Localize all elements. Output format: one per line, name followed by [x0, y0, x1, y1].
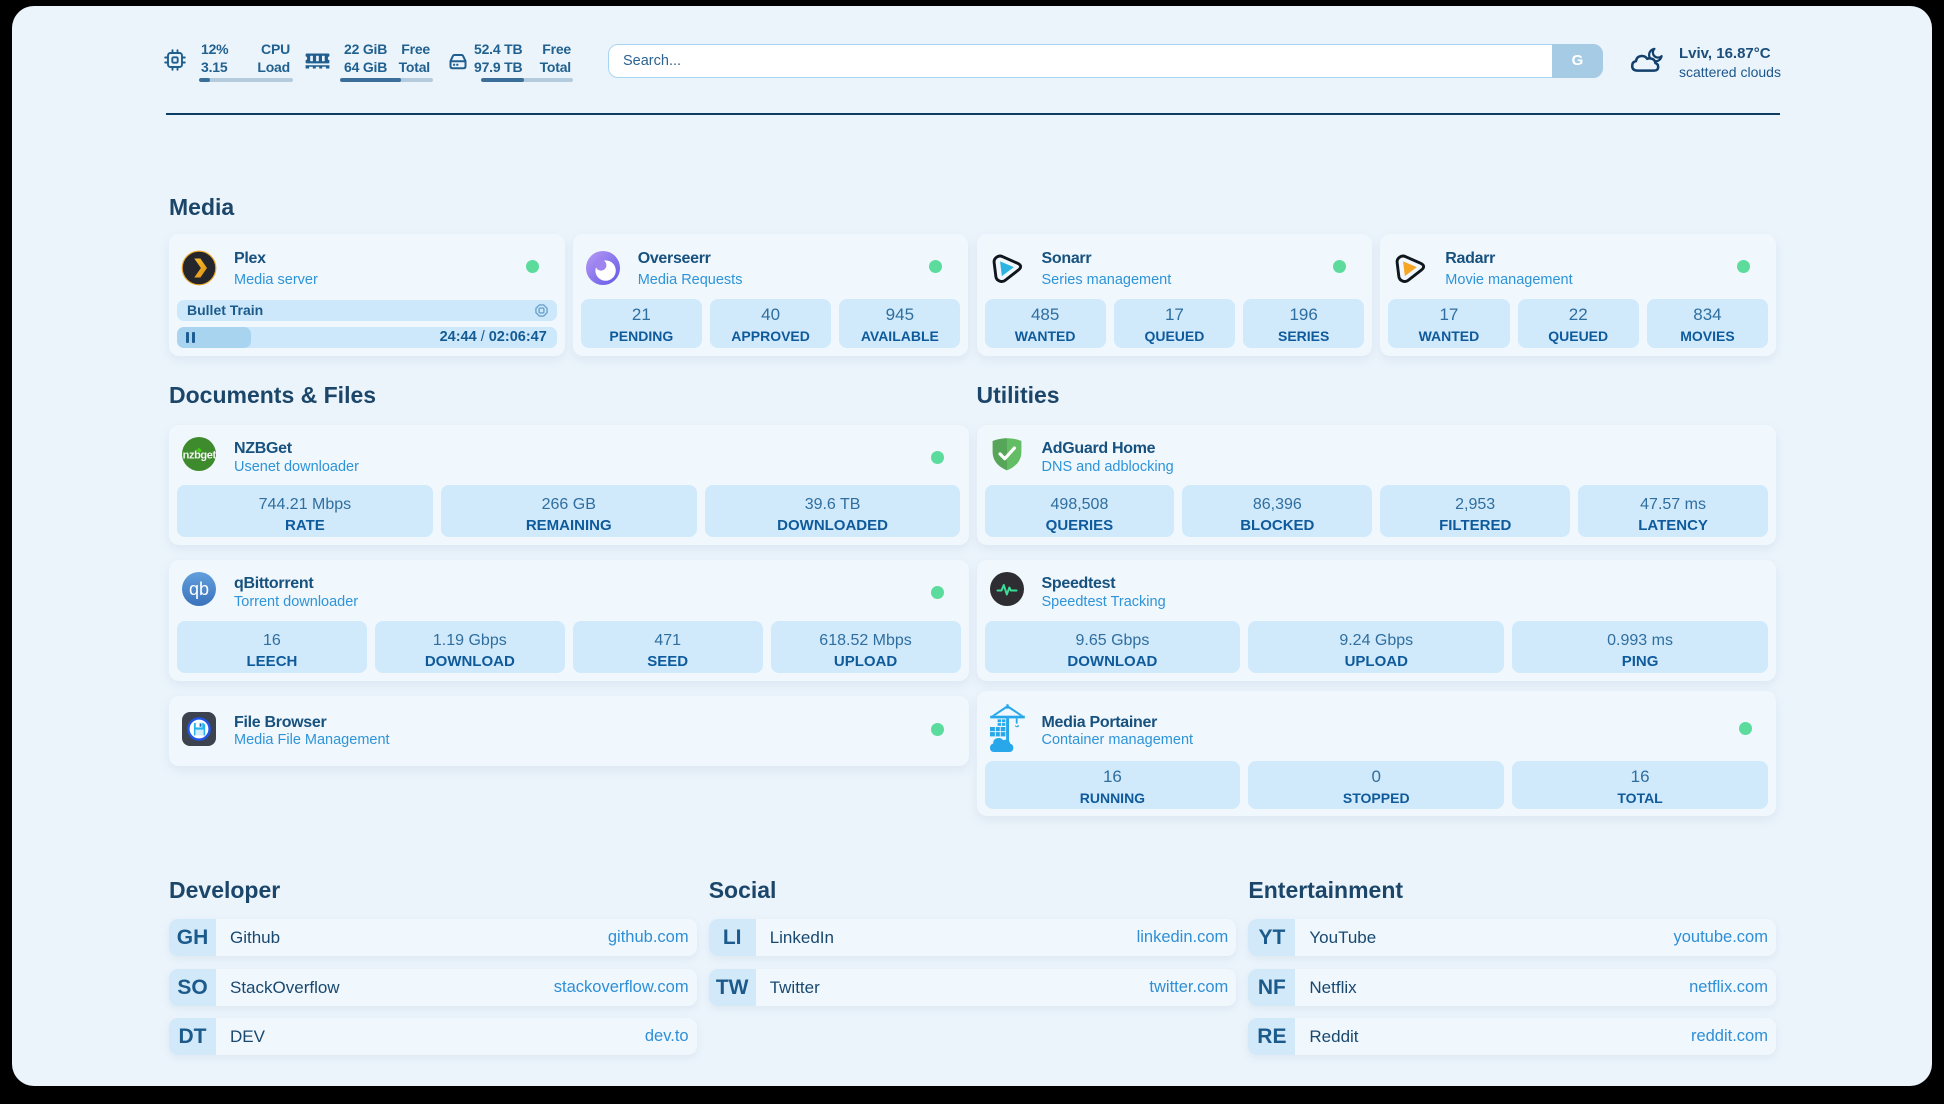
- svg-text:nzbget: nzbget: [183, 449, 217, 461]
- svg-text:qb: qb: [189, 579, 209, 599]
